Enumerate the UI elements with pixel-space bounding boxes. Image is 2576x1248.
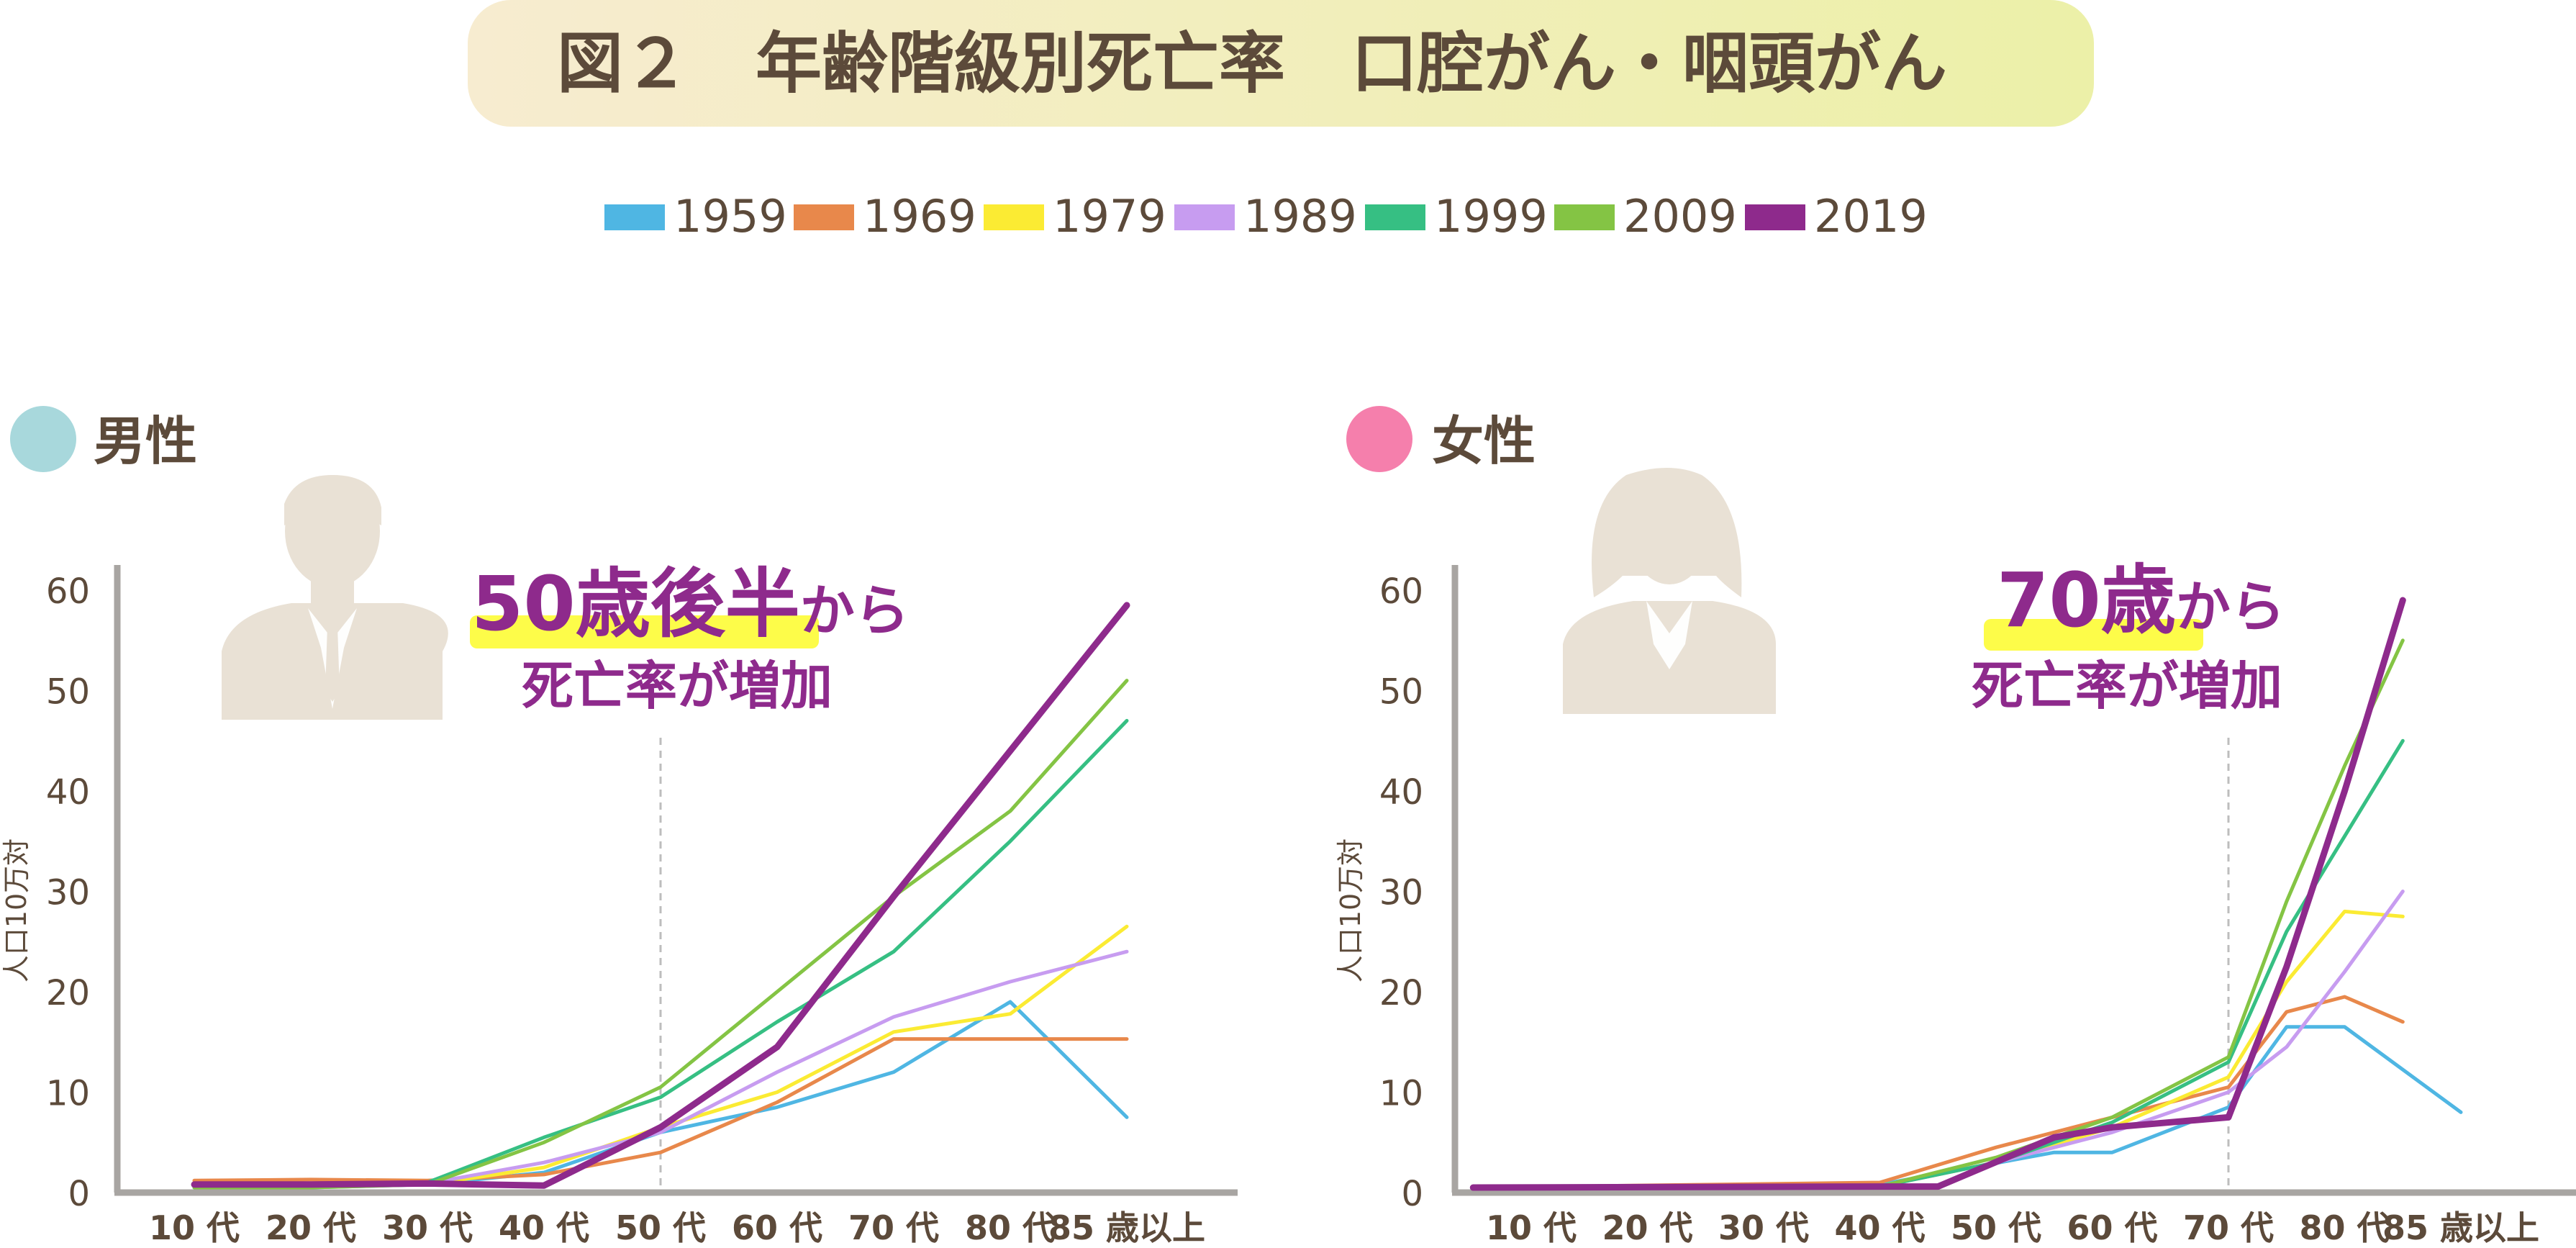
y-tick-label: 10 (1379, 1074, 1423, 1114)
legend-label-1969: 1969 (863, 190, 976, 243)
female-chart: 0 10 20 30 40 50 60 人口10万対 10 代 20 代 30 代 40 代 50 代 6… (1335, 565, 2576, 1247)
male-annotation-line2: 死亡率が増加 (522, 656, 833, 716)
male-marker-dot (10, 406, 76, 472)
female-annotation-line1: 70歳から (1997, 556, 2285, 644)
male-annotation-small: から (800, 579, 910, 643)
female-collar-detail (1646, 601, 1692, 669)
y-tick-label: 0 (68, 1174, 90, 1214)
y-tick-label: 20 (46, 973, 90, 1013)
page-title: 図２ 年齢階級別死亡率 口腔がん・咽頭がん (557, 25, 1947, 102)
male-panel-header: 男性 (10, 406, 197, 472)
y-tick-label: 60 (1379, 571, 1423, 612)
legend-swatch-1959 (604, 204, 665, 230)
y-tick-label: 0 (1401, 1174, 1423, 1214)
male-annotation: 50歳後半から 死亡率が増加 (470, 560, 910, 716)
male-panel-label: 男性 (94, 411, 197, 471)
female-marker-dot (1346, 406, 1412, 472)
x-tick-label: 85 歳以上 (1048, 1208, 1205, 1245)
female-annotation: 70歳から 死亡率が増加 (1972, 556, 2285, 716)
female-annotation-line2: 死亡率が増加 (1972, 656, 2282, 716)
x-tick-label: 30 代 (1718, 1208, 1809, 1245)
female-panel-header: 女性 (1346, 406, 1536, 472)
legend-swatch-1969 (794, 204, 854, 230)
legend-label-1989: 1989 (1243, 190, 1357, 243)
y-tick-label: 30 (1379, 873, 1423, 913)
x-tick-label: 70 代 (848, 1208, 939, 1245)
series-line-2019 (1469, 597, 2406, 1191)
x-tick-label: 80 代 (2299, 1208, 2390, 1245)
male-annotation-big: 50歳後半 (471, 560, 800, 648)
female-annotation-highlight (1984, 619, 2203, 651)
male-chart: 0 10 20 30 40 50 60 人口10万対 10 代 20 代 30 代 40 代 50 代 6… (1, 565, 1238, 1247)
y-tick-label: 30 (46, 873, 90, 913)
legend-swatch-2019 (1745, 204, 1805, 230)
x-tick-label: 60 代 (732, 1208, 822, 1245)
x-tick-label: 80 代 (965, 1208, 1056, 1245)
x-tick-label: 50 代 (1951, 1208, 2041, 1245)
x-tick-label: 85 歳以上 (2382, 1208, 2539, 1245)
x-tick-label: 10 代 (1486, 1208, 1577, 1245)
y-tick-label: 60 (46, 571, 90, 612)
y-axis-label: 人口10万対 (1335, 838, 1366, 982)
y-tick-label: 40 (1379, 772, 1423, 813)
y-tick-label: 40 (46, 772, 90, 813)
y-tick-label: 50 (1379, 672, 1423, 713)
legend-label-1999: 1999 (1434, 190, 1548, 243)
y-tick-label: 20 (1379, 973, 1423, 1013)
series-line-2019 (191, 602, 1130, 1189)
x-tick-label: 10 代 (149, 1208, 240, 1245)
legend-swatch-1979 (984, 204, 1044, 230)
y-axis-label: 人口10万対 (1, 838, 32, 982)
x-tick-label: 60 代 (2067, 1208, 2157, 1245)
x-tick-label: 20 代 (266, 1208, 356, 1245)
female-annotation-small: から (2176, 575, 2285, 639)
legend-label-1959: 1959 (674, 190, 787, 243)
y-tick-label: 10 (46, 1074, 90, 1114)
legend-swatch-2009 (1554, 204, 1615, 230)
x-tick-label: 40 代 (499, 1208, 589, 1245)
x-tick-label: 70 代 (2183, 1208, 2274, 1245)
female-annotation-big: 70歳 (1997, 556, 2176, 644)
legend-label-2019: 2019 (1814, 190, 1928, 243)
female-panel-label: 女性 (1432, 411, 1536, 471)
title-background (468, 0, 2094, 127)
y-tick-label: 50 (46, 672, 90, 713)
male-shirt-detail (308, 608, 357, 709)
legend-swatch-1999 (1365, 204, 1425, 230)
series-line-2009 (1471, 638, 2405, 1190)
legend-label-1979: 1979 (1053, 190, 1166, 243)
legend-label-2009: 2009 (1623, 190, 1737, 243)
x-tick-label: 30 代 (382, 1208, 473, 1245)
male-annotation-highlight (470, 615, 819, 648)
x-tick-label: 50 代 (615, 1208, 706, 1245)
male-annotation-line1: 50歳後半から (471, 560, 910, 648)
legend-swatch-1989 (1174, 204, 1235, 230)
chart-legend: 1959 1969 1979 1989 1999 2009 2019 (604, 190, 1928, 243)
series-line-1969 (192, 1037, 1129, 1183)
female-silhouette-icon (1563, 468, 1776, 714)
title-banner: 図２ 年齢階級別死亡率 口腔がん・咽頭がん (468, 0, 2094, 127)
x-tick-label: 40 代 (1834, 1208, 1925, 1245)
x-tick-label: 20 代 (1602, 1208, 1692, 1245)
series-line-1979 (1471, 909, 2405, 1190)
